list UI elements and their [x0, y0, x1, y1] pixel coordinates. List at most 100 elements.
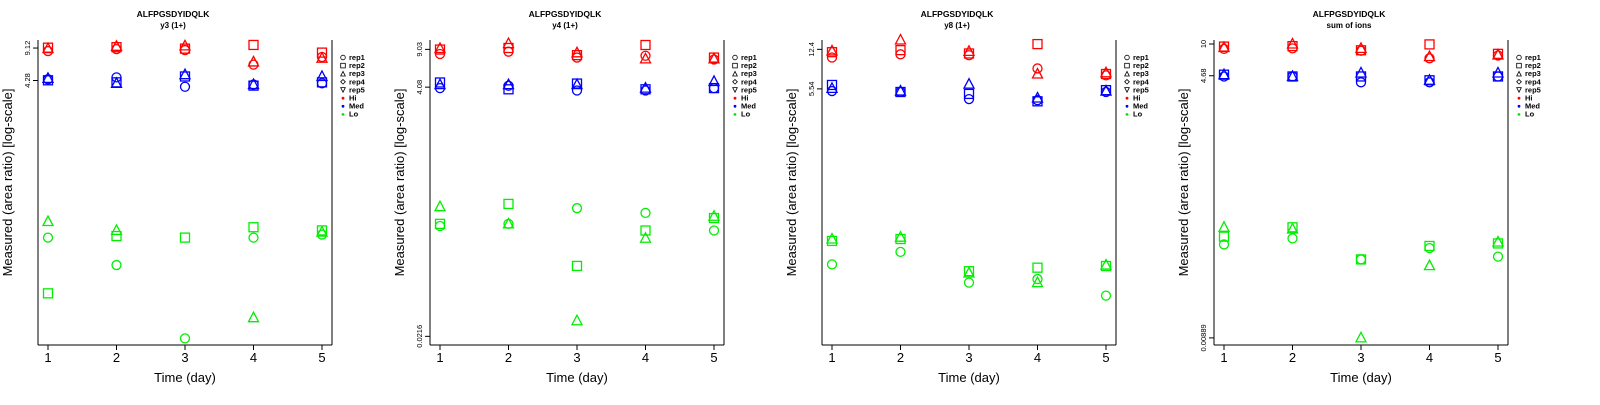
- data-point-med-rep3: [570, 77, 584, 90]
- legend-label: Med: [741, 102, 756, 111]
- legend-label: rep5: [1133, 85, 1149, 94]
- legend-key-rep2: [340, 62, 346, 69]
- legend-key-hi: [733, 96, 737, 100]
- legend-key-med: [733, 104, 737, 108]
- data-point-med-rep3: [1031, 91, 1044, 103]
- legend-key-rep1: [732, 54, 738, 61]
- legend-key-med: [1517, 104, 1521, 108]
- y-tick-label: 9.12: [23, 41, 32, 56]
- data-point-hi-rep2: [640, 39, 651, 51]
- legend-label: rep4: [349, 77, 366, 86]
- data-point-hi-rep3: [1491, 48, 1505, 60]
- data-point-lo-rep3: [433, 199, 447, 212]
- data-point-med-rep3: [433, 77, 447, 90]
- data-point-lo-rep3: [639, 231, 652, 243]
- legend-key-lo: [1125, 113, 1129, 116]
- y-tick-label: 12.4: [807, 42, 816, 57]
- data-point-med-rep1: [1424, 77, 1435, 88]
- data-point-lo-rep3: [825, 232, 839, 244]
- x-axis-label: Time (day): [546, 370, 608, 385]
- legend-key-med: [341, 104, 345, 108]
- data-point-hi-rep3: [315, 51, 329, 63]
- legend-label: Lo: [741, 110, 751, 119]
- data-point-lo-rep3: [1354, 330, 1368, 343]
- data-point-hi-rep3: [41, 41, 55, 54]
- data-point-med-rep3: [962, 77, 976, 89]
- data-point-lo-rep1: [111, 259, 122, 271]
- x-tick-label: 1: [44, 350, 51, 365]
- data-point-lo-rep1: [1355, 254, 1367, 265]
- data-point-lo-rep3: [502, 216, 515, 229]
- legend-key-rep5: [732, 87, 738, 94]
- chart-title: ALFPGSDYIDQLK: [137, 9, 211, 19]
- x-tick-label: 5: [1102, 350, 1109, 365]
- data-point-lo-rep3: [110, 223, 123, 236]
- y-tick-label: 10: [1199, 40, 1208, 48]
- legend-label: rep1: [741, 53, 757, 62]
- data-point-lo-rep3: [1031, 275, 1044, 288]
- legend-label: Hi: [741, 94, 749, 103]
- legend-key-rep3: [1124, 70, 1130, 77]
- legend-key-rep3: [732, 70, 738, 77]
- data-point-hi-rep3: [1286, 37, 1299, 49]
- legend-label: rep2: [349, 61, 365, 70]
- x-tick-label: 5: [318, 350, 325, 365]
- legend-key-rep1: [1124, 54, 1130, 61]
- legend-label: rep2: [741, 61, 757, 70]
- data-point-med-rep1: [963, 93, 975, 105]
- data-point-hi-rep3: [825, 44, 839, 56]
- data-point-med-rep1: [179, 81, 191, 92]
- data-point-hi-rep3: [1423, 49, 1436, 62]
- data-point-lo-rep1: [1287, 233, 1298, 244]
- x-tick-label: 3: [181, 350, 188, 365]
- chart-subtitle: y8 (1+): [944, 21, 970, 30]
- data-point-hi-rep3: [1099, 65, 1113, 78]
- legend-label: rep2: [1525, 61, 1541, 70]
- data-point-hi-rep2: [1100, 68, 1112, 80]
- data-point-lo-rep1: [248, 232, 259, 243]
- data-point-lo-rep3: [707, 209, 721, 221]
- data-point-lo-rep1: [1100, 290, 1112, 301]
- data-point-med-rep1: [1355, 77, 1367, 88]
- data-point-lo-rep2: [111, 230, 122, 242]
- data-point-hi-rep1: [1032, 63, 1043, 74]
- data-point-hi-rep3: [1354, 41, 1368, 54]
- data-point-hi-rep1: [503, 46, 514, 57]
- data-point-lo-rep3: [570, 313, 584, 326]
- chart-subtitle: y4 (1+): [552, 21, 578, 30]
- legend-label: Med: [349, 102, 364, 111]
- data-point-med-rep3: [1354, 66, 1368, 78]
- legend-label: Hi: [1525, 94, 1533, 103]
- legend-label: Lo: [1133, 110, 1143, 119]
- legend-key-lo: [1517, 113, 1521, 116]
- legend-label: rep1: [349, 53, 365, 62]
- chart-panel-4: ALFPGSDYIDQLK sum of ions 1 2 3 4 5 0.00889 4.68…: [1176, 9, 1542, 385]
- data-point-lo-rep2: [1100, 260, 1112, 272]
- chart-panel-2: ALFPGSDYIDQLK y4 (1+) 1 2 3 4 5 0.0216 4.08 9.03 T…: [392, 9, 758, 385]
- data-point-lo-rep1: [1492, 251, 1504, 262]
- legend-label: rep3: [741, 69, 757, 78]
- data-point-lo-rep3: [1099, 258, 1113, 270]
- legend-key-rep3: [1516, 70, 1522, 77]
- legend-key-rep5: [1516, 87, 1522, 94]
- x-tick-label: 5: [710, 350, 717, 365]
- data-point-lo-rep2: [571, 260, 583, 272]
- data-point-med-rep3: [315, 69, 329, 82]
- data-point-hi-rep3: [502, 36, 515, 49]
- chart-subtitle: y3 (1+): [160, 21, 186, 30]
- y-axis-label: Measured (area ratio) [log-scale]: [0, 89, 15, 277]
- data-point-hi-rep3: [178, 38, 192, 51]
- data-point-lo-rep2: [179, 232, 191, 243]
- data-point-med-rep2: [640, 84, 651, 95]
- data-point-hi-rep3: [707, 51, 721, 64]
- legend-key-rep5: [1124, 87, 1130, 94]
- y-axis-label: Measured (area ratio) [log-scale]: [1176, 89, 1191, 277]
- data-point-med-rep3: [1217, 67, 1231, 80]
- legend-label: Lo: [349, 110, 359, 119]
- data-point-lo-rep1: [826, 259, 838, 270]
- x-axis-label: Time (day): [938, 370, 1000, 385]
- data-point-med-rep2: [248, 80, 259, 91]
- legend-key-lo: [341, 113, 345, 116]
